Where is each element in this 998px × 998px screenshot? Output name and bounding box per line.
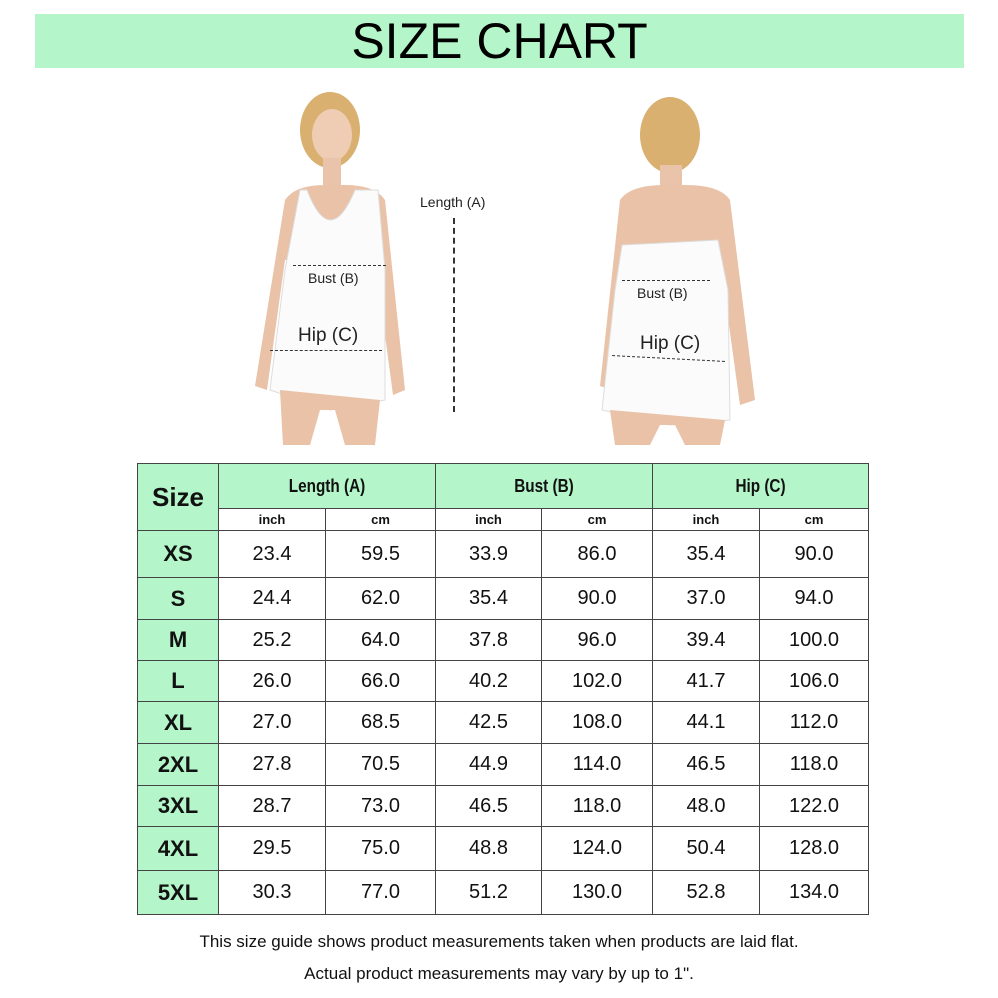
hip-line bbox=[270, 350, 382, 351]
front-bust-label: Bust (B) bbox=[308, 270, 359, 286]
measurement-cell: 96.0 bbox=[541, 619, 654, 661]
back-bust-label: Bust (B) bbox=[637, 285, 688, 301]
measurement-cell: 44.1 bbox=[652, 701, 761, 744]
measurement-cell: 23.4 bbox=[218, 530, 326, 578]
table-row: S 24.4 62.0 35.4 90.0 37.0 94.0 bbox=[137, 577, 870, 620]
measurement-cell: 122.0 bbox=[759, 785, 870, 827]
measurement-cell: 26.0 bbox=[218, 660, 326, 702]
measurement-cell: 50.4 bbox=[652, 826, 761, 871]
table-row: XS 23.4 59.5 33.9 86.0 35.4 90.0 bbox=[137, 530, 870, 578]
size-label: S bbox=[137, 577, 219, 620]
measurement-cell: 128.0 bbox=[759, 826, 870, 871]
measurement-cell: 124.0 bbox=[541, 826, 654, 871]
table-row: L 26.0 66.0 40.2 102.0 41.7 106.0 bbox=[137, 660, 870, 702]
measurement-cell: 59.5 bbox=[324, 530, 437, 578]
page-title: SIZE CHART bbox=[351, 13, 648, 69]
group-header: Hip (C) bbox=[652, 463, 870, 509]
measurement-cell: 100.0 bbox=[759, 619, 870, 661]
unit-header: cm bbox=[541, 508, 654, 531]
table-row: 4XL 29.5 75.0 48.8 124.0 50.4 128.0 bbox=[137, 826, 870, 871]
size-table: Size Length (A) Bust (B) Hip (C) inch cm i… bbox=[137, 463, 870, 915]
size-label: XL bbox=[137, 701, 219, 744]
measurement-cell: 62.0 bbox=[324, 577, 437, 620]
measurement-cell: 130.0 bbox=[541, 870, 654, 915]
note-line-2: Actual product measurements may vary by … bbox=[304, 964, 694, 983]
measurement-cell: 29.5 bbox=[218, 826, 326, 871]
bust-line bbox=[293, 265, 386, 266]
size-label: XS bbox=[137, 530, 219, 578]
measurement-cell: 30.3 bbox=[218, 870, 326, 915]
measurement-cell: 48.8 bbox=[435, 826, 543, 871]
measurement-cell: 70.5 bbox=[324, 743, 437, 786]
measurement-cell: 40.2 bbox=[435, 660, 543, 702]
back-bust-line bbox=[622, 280, 710, 281]
table-row: 3XL 28.7 73.0 46.5 118.0 48.0 122.0 bbox=[137, 785, 870, 827]
measurement-cell: 64.0 bbox=[324, 619, 437, 661]
measurement-cell: 27.0 bbox=[218, 701, 326, 744]
title-banner: SIZE CHART bbox=[35, 13, 964, 69]
size-label: 3XL bbox=[137, 785, 219, 827]
size-label: 4XL bbox=[137, 826, 219, 871]
group-header: Length (A) bbox=[217, 463, 437, 509]
size-label: 2XL bbox=[137, 743, 219, 786]
table-row: XL 27.0 68.5 42.5 108.0 44.1 112.0 bbox=[137, 701, 870, 744]
measurement-cell: 27.8 bbox=[218, 743, 326, 786]
measurement-cell: 90.0 bbox=[541, 577, 654, 620]
measurement-cell: 118.0 bbox=[541, 785, 654, 827]
unit-header: inch bbox=[218, 508, 326, 531]
note-line-1: This size guide shows product measuremen… bbox=[199, 932, 799, 951]
measurement-cell: 73.0 bbox=[324, 785, 437, 827]
measurement-cell: 86.0 bbox=[541, 530, 654, 578]
size-label: 5XL bbox=[137, 870, 219, 915]
measurement-cell: 52.8 bbox=[652, 870, 761, 915]
measurement-cell: 44.9 bbox=[435, 743, 543, 786]
length-label: Length (A) bbox=[420, 194, 486, 210]
measurement-cell: 68.5 bbox=[324, 701, 437, 744]
unit-header: inch bbox=[652, 508, 761, 531]
measurement-cell: 75.0 bbox=[324, 826, 437, 871]
measurement-cell: 37.0 bbox=[652, 577, 761, 620]
measurement-cell: 33.9 bbox=[435, 530, 543, 578]
size-header: Size bbox=[137, 463, 219, 531]
table-row: 2XL 27.8 70.5 44.9 114.0 46.5 118.0 bbox=[137, 743, 870, 786]
measurement-cell: 35.4 bbox=[652, 530, 761, 578]
measurement-cell: 25.2 bbox=[218, 619, 326, 661]
measurement-cell: 90.0 bbox=[759, 530, 870, 578]
unit-header: cm bbox=[324, 508, 437, 531]
front-hip-label: Hip (C) bbox=[298, 325, 359, 346]
measurement-cell: 94.0 bbox=[759, 577, 870, 620]
measurement-cell: 39.4 bbox=[652, 619, 761, 661]
measurement-cell: 37.8 bbox=[435, 619, 543, 661]
back-hip-label: Hip (C) bbox=[640, 333, 701, 354]
measurement-cell: 28.7 bbox=[218, 785, 326, 827]
unit-header: inch bbox=[435, 508, 543, 531]
measurement-cell: 114.0 bbox=[541, 743, 654, 786]
table-row: 5XL 30.3 77.0 51.2 130.0 52.8 134.0 bbox=[137, 870, 870, 915]
measurement-cell: 102.0 bbox=[541, 660, 654, 702]
model-front-image bbox=[255, 92, 405, 445]
measurement-cell: 24.4 bbox=[218, 577, 326, 620]
table-row: M 25.2 64.0 37.8 96.0 39.4 100.0 bbox=[137, 619, 870, 661]
measurement-cell: 46.5 bbox=[435, 785, 543, 827]
measurement-cell: 106.0 bbox=[759, 660, 870, 702]
measurement-cell: 112.0 bbox=[759, 701, 870, 744]
measurement-cell: 46.5 bbox=[652, 743, 761, 786]
measurement-cell: 66.0 bbox=[324, 660, 437, 702]
measurement-cell: 51.2 bbox=[435, 870, 543, 915]
size-label: L bbox=[137, 660, 219, 702]
measurement-cell: 77.0 bbox=[324, 870, 437, 915]
measurement-cell: 41.7 bbox=[652, 660, 761, 702]
model-back-image bbox=[600, 97, 755, 445]
measurement-cell: 48.0 bbox=[652, 785, 761, 827]
measurement-cell: 35.4 bbox=[435, 577, 543, 620]
length-line bbox=[453, 218, 455, 412]
measurement-cell: 134.0 bbox=[759, 870, 870, 915]
unit-header: cm bbox=[759, 508, 870, 531]
measurement-cell: 108.0 bbox=[541, 701, 654, 744]
measurement-cell: 118.0 bbox=[759, 743, 870, 786]
group-header: Bust (B) bbox=[435, 463, 654, 509]
measurement-cell: 42.5 bbox=[435, 701, 543, 744]
size-label: M bbox=[137, 619, 219, 661]
